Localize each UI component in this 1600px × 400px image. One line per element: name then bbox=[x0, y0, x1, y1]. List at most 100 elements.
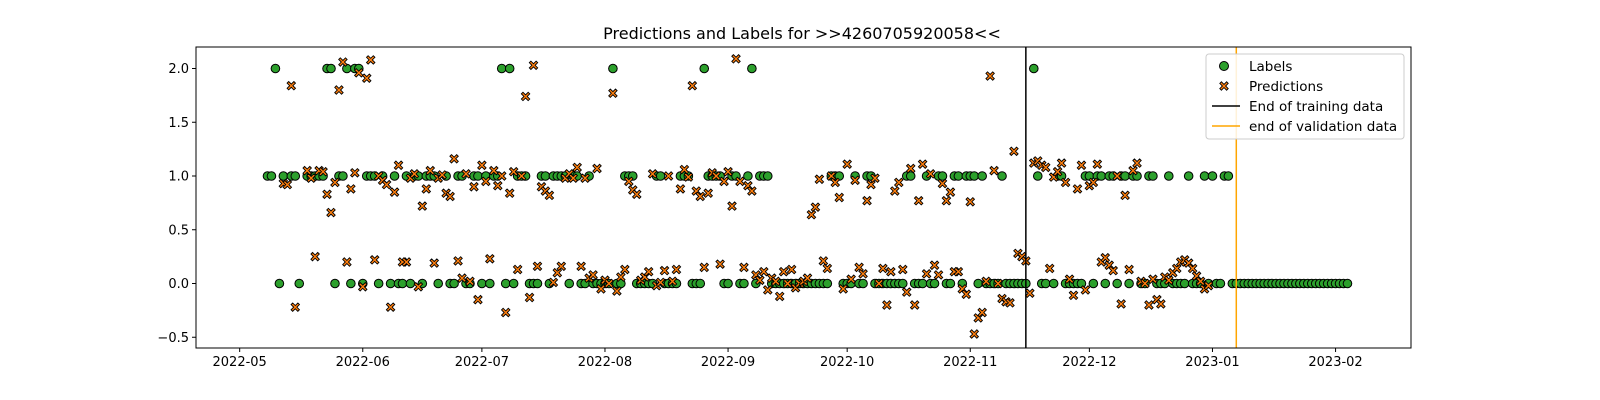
prediction-point bbox=[826, 171, 837, 181]
prediction-point bbox=[588, 270, 598, 280]
prediction-point bbox=[401, 257, 412, 267]
label-point bbox=[278, 171, 289, 181]
label-point bbox=[929, 278, 940, 289]
prediction-point bbox=[739, 262, 749, 273]
prediction-point bbox=[425, 165, 436, 176]
prediction-point bbox=[385, 302, 396, 312]
legend-label-labels: Labels bbox=[1249, 59, 1292, 75]
prediction-point bbox=[604, 278, 614, 289]
prediction-point bbox=[1108, 265, 1119, 276]
prediction-point bbox=[846, 274, 856, 285]
prediction-point bbox=[580, 173, 590, 183]
label-point bbox=[326, 63, 336, 74]
legend-x-marker bbox=[1219, 81, 1229, 91]
prediction-point bbox=[1116, 299, 1126, 309]
prediction-point bbox=[532, 261, 543, 272]
prediction-point bbox=[322, 189, 332, 200]
label-point bbox=[917, 278, 928, 289]
prediction-point bbox=[854, 262, 864, 273]
prediction-point bbox=[921, 268, 932, 279]
prediction-point bbox=[282, 179, 293, 190]
prediction-point bbox=[830, 177, 841, 188]
label-point bbox=[540, 171, 551, 181]
prediction-point bbox=[342, 257, 352, 267]
prediction-point bbox=[381, 179, 392, 190]
label-point bbox=[1120, 171, 1130, 181]
prediction-point bbox=[449, 153, 459, 164]
prediction-point bbox=[592, 163, 602, 174]
prediction-point bbox=[290, 302, 301, 312]
prediction-point bbox=[1120, 190, 1130, 201]
prediction-point bbox=[667, 276, 678, 287]
prediction-point bbox=[929, 260, 940, 271]
prediction-point bbox=[1056, 158, 1067, 168]
label-point bbox=[449, 278, 459, 289]
prediction-point bbox=[933, 270, 944, 280]
legend-item-labels: Labels bbox=[1219, 59, 1292, 75]
prediction-point bbox=[568, 173, 579, 183]
prediction-point bbox=[810, 202, 821, 213]
prediction-point bbox=[1112, 171, 1123, 181]
legend-circle-marker bbox=[1219, 61, 1229, 71]
prediction-point bbox=[663, 171, 674, 181]
prediction-point bbox=[870, 173, 880, 183]
prediction-point bbox=[758, 266, 769, 277]
prediction-point bbox=[524, 292, 535, 303]
label-point bbox=[1342, 278, 1353, 289]
y-tick-label: −0.5 bbox=[157, 331, 189, 346]
prediction-point bbox=[1140, 278, 1150, 289]
prediction-point bbox=[985, 71, 995, 81]
y-tick-label: 0.5 bbox=[168, 223, 189, 238]
prediction-point bbox=[544, 190, 555, 201]
label-point bbox=[1124, 278, 1134, 289]
prediction-point bbox=[302, 165, 313, 176]
prediction-point bbox=[747, 186, 757, 196]
prediction-point bbox=[417, 201, 428, 211]
prediction-point bbox=[953, 266, 964, 277]
prediction-point bbox=[552, 267, 563, 278]
label-point bbox=[747, 63, 757, 74]
x-tick-label: 2022-10 bbox=[820, 355, 874, 370]
label-point bbox=[397, 278, 408, 289]
prediction-point bbox=[1144, 300, 1154, 310]
prediction-point bbox=[643, 266, 654, 277]
prediction-point bbox=[361, 73, 372, 84]
label-point bbox=[858, 278, 868, 289]
prediction-point bbox=[814, 174, 825, 185]
prediction-point bbox=[695, 191, 706, 202]
x-tick-label: 2022-09 bbox=[701, 355, 755, 370]
prediction-point bbox=[842, 159, 853, 170]
prediction-point bbox=[338, 57, 348, 67]
prediction-point bbox=[1072, 184, 1083, 194]
prediction-point bbox=[286, 80, 297, 91]
x-tick-label: 2022-05 bbox=[213, 355, 267, 370]
prediction-point bbox=[1009, 146, 1019, 157]
prediction-point bbox=[421, 184, 432, 194]
prediction-point bbox=[882, 300, 892, 310]
label-point bbox=[973, 278, 984, 289]
prediction-point bbox=[556, 261, 567, 272]
prediction-point bbox=[671, 264, 682, 275]
prediction-point bbox=[659, 265, 670, 276]
label-point bbox=[953, 171, 964, 181]
label-point bbox=[1163, 171, 1174, 181]
prediction-point bbox=[349, 167, 360, 178]
prediction-point bbox=[655, 277, 666, 288]
prediction-point bbox=[445, 191, 455, 202]
label-point bbox=[500, 278, 511, 289]
label-point bbox=[346, 278, 356, 289]
label-point bbox=[1183, 171, 1194, 181]
prediction-point bbox=[905, 163, 916, 174]
y-tick-label: 1.5 bbox=[168, 116, 189, 131]
label-point bbox=[405, 278, 416, 289]
plot-area bbox=[262, 47, 1353, 348]
prediction-point bbox=[330, 177, 340, 188]
prediction-point bbox=[719, 176, 729, 187]
legend-item-predictions: Predictions bbox=[1219, 79, 1323, 95]
prediction-point bbox=[389, 187, 400, 197]
label-point bbox=[1112, 278, 1122, 289]
prediction-point bbox=[1171, 263, 1182, 274]
prediction-point bbox=[623, 176, 634, 187]
label-point bbox=[1048, 278, 1059, 289]
prediction-point bbox=[1044, 263, 1055, 274]
